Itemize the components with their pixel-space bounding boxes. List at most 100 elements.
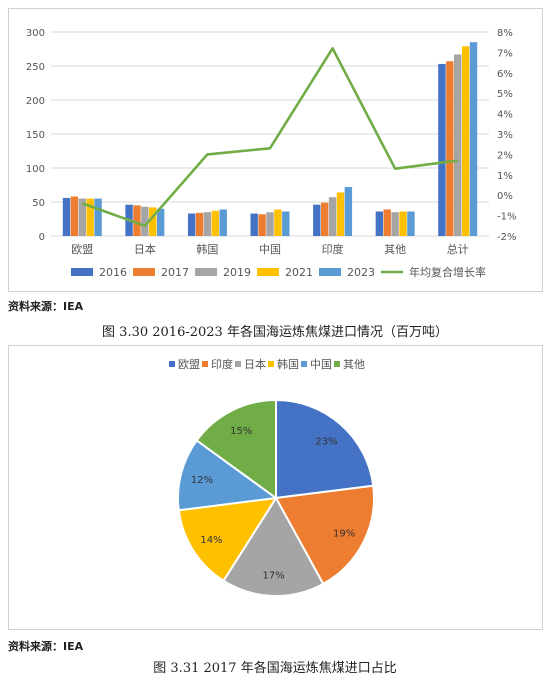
pie-slice	[177, 438, 279, 512]
legend-label: 日本	[244, 357, 266, 371]
y2-tick-label: 1%	[497, 171, 513, 182]
figure2-source: 资料来源：IEA	[8, 640, 84, 653]
legend-swatch	[169, 361, 175, 367]
bar	[141, 206, 149, 236]
legend-label: 年均复合增长率	[409, 265, 486, 279]
bar	[383, 209, 391, 236]
y2-tick-label: 6%	[497, 69, 513, 80]
slice-label: 23%	[315, 437, 337, 448]
x-category-label: 日本	[134, 242, 156, 256]
x-category-label: 总计	[447, 242, 469, 256]
legend-swatch	[71, 268, 93, 276]
pie-slice	[222, 496, 325, 597]
y-tick-label: 50	[32, 198, 45, 209]
slice-label: 14%	[200, 535, 222, 546]
bar	[133, 205, 141, 236]
y2-tick-label: -1%	[497, 212, 516, 223]
y-tick-label: 150	[26, 130, 45, 141]
legend-label: 欧盟	[178, 358, 200, 371]
bar	[187, 213, 196, 236]
bar	[454, 54, 462, 236]
x-category-label: 印度	[322, 242, 344, 256]
bar	[399, 211, 407, 236]
bar	[156, 208, 165, 236]
legend-swatch	[257, 268, 279, 276]
figure2-caption: 图 3.31 2017 年各国海运炼焦煤进口占比	[153, 661, 397, 676]
slice-label: 12%	[191, 475, 213, 486]
slice-label: 15%	[230, 426, 252, 437]
y-tick-label: 0	[39, 232, 45, 243]
legend-label: 中国	[310, 358, 332, 371]
bar	[282, 211, 290, 236]
y-tick-label: 200	[26, 96, 45, 107]
legend-label: 2016	[99, 266, 127, 279]
legend-label: 韩国	[277, 357, 299, 371]
y2-tick-label: 4%	[497, 110, 513, 121]
pie-slice	[195, 398, 277, 500]
y2-tick-label: 2%	[497, 150, 513, 161]
y2-tick-label: 5%	[497, 89, 513, 100]
legend-label: 2021	[285, 266, 313, 279]
slice-label: 19%	[333, 529, 355, 540]
bar	[438, 63, 446, 237]
legend-label: 2017	[161, 266, 189, 279]
x-category-label: 韩国	[196, 242, 218, 256]
bar	[78, 198, 86, 236]
y-tick-label: 100	[26, 164, 45, 175]
legend-label: 其他	[343, 358, 365, 371]
pie-chart-panel: 欧盟 印度 日本 韩国 中国 其他 23% 19% 17% 14% 12% 15%	[8, 345, 543, 630]
bar	[375, 211, 384, 236]
legend-swatch	[268, 361, 274, 367]
bar	[391, 212, 399, 236]
bar	[62, 197, 71, 236]
x-category-label: 中国	[259, 243, 281, 256]
legend-swatch	[235, 361, 241, 367]
bar	[266, 212, 274, 236]
bar	[70, 196, 79, 236]
bar	[446, 61, 454, 236]
x-category-label: 其他	[384, 243, 406, 256]
legend-swatch	[202, 361, 208, 367]
legend-label: 2023	[347, 266, 375, 279]
legend-swatch	[301, 361, 307, 367]
bar	[219, 209, 227, 236]
bar	[203, 212, 212, 236]
bar	[94, 198, 102, 236]
bar	[86, 198, 94, 236]
bar	[344, 187, 353, 236]
bar	[258, 214, 266, 236]
y2-tick-label: 3%	[497, 130, 513, 141]
bar-chart-panel: 0 50 100 150 200 250 300 -2% -1% 0% 1% 2% 3% 4% 5% 6% 7%…	[8, 8, 543, 292]
bar	[336, 192, 345, 236]
y2-tick-label: -2%	[497, 232, 516, 243]
legend-label: 2019	[223, 266, 251, 279]
bar	[407, 211, 415, 236]
y-tick-label: 250	[26, 62, 45, 73]
pie-slice	[274, 484, 375, 586]
legend-swatch	[195, 268, 217, 276]
legend-swatch	[133, 268, 155, 276]
y2-tick-label: 8%	[497, 28, 513, 39]
bar	[469, 42, 478, 237]
bar	[250, 213, 258, 236]
pie-slice	[275, 398, 375, 500]
figure1-source: 资料来源：IEA	[8, 300, 84, 313]
legend-label: 印度	[211, 357, 233, 371]
y-tick-label: 300	[26, 28, 45, 39]
bar	[328, 197, 337, 236]
slice-label: 17%	[262, 570, 284, 581]
bar	[211, 210, 220, 236]
growth-rate-line	[81, 47, 458, 228]
bar	[461, 46, 470, 236]
legend-swatch	[334, 361, 340, 367]
pie-chart: 欧盟 印度 日本 韩国 中国 其他 23% 19% 17% 14% 12% 15%	[169, 357, 375, 597]
figure1-caption: 图 3.30 2016-2023 年各国海运炼焦煤进口情况（百万吨）	[102, 325, 448, 340]
bar	[320, 202, 329, 236]
legend-swatch	[319, 268, 341, 276]
bar	[149, 207, 157, 236]
bar	[313, 204, 321, 236]
bar	[195, 212, 204, 236]
bar-chart: 0 50 100 150 200 250 300 -2% -1% 0% 1% 2% 3% 4% 5% 6% 7%…	[26, 28, 517, 279]
bar	[274, 209, 282, 236]
pie-slice	[177, 496, 278, 583]
